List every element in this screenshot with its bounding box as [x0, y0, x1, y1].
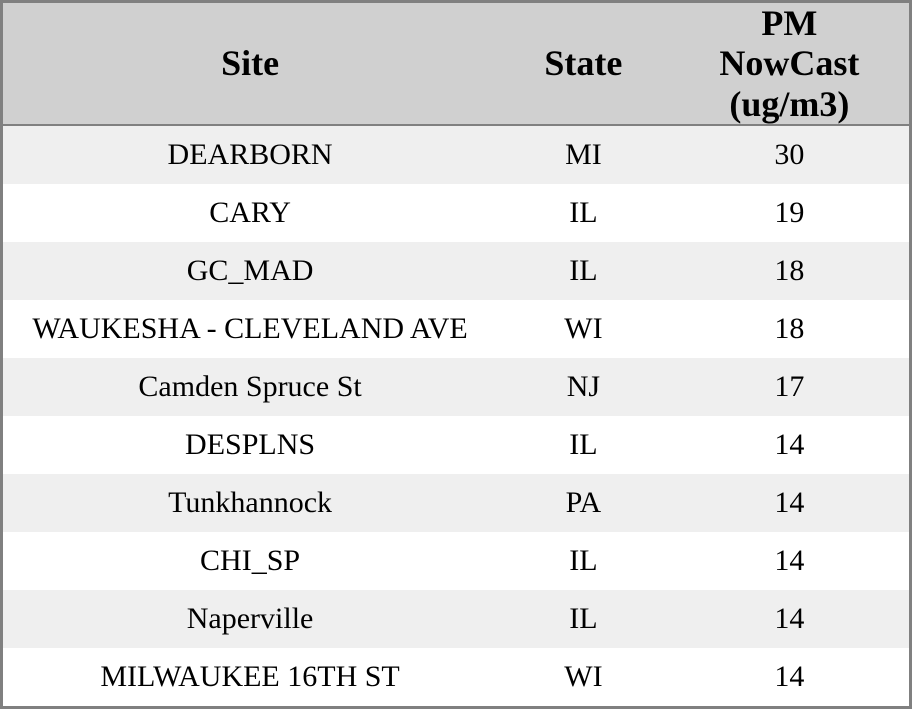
site-cell: Naperville [186, 602, 314, 635]
state-cell: WI [564, 312, 603, 345]
table-row: Tunkhannock PA 14 [1, 474, 911, 532]
site-cell: MILWAUKEE 16TH ST [100, 660, 400, 693]
table-row: DESPLNS IL 14 [1, 416, 911, 474]
pm-value-cell: 30 [774, 138, 805, 171]
table-row: WAUKESHA - CLEVELAND AVE WI 18 [1, 300, 911, 358]
state-cell: IL [569, 428, 598, 461]
table-row: CHI_SP IL 14 [1, 532, 911, 590]
column-header-pm-nowcast: PM NowCast (ug/m3) [669, 1, 911, 126]
table-row: Camden Spruce St NJ 17 [1, 358, 911, 416]
site-cell: WAUKESHA - CLEVELAND AVE [32, 312, 468, 345]
table-row: Naperville IL 14 [1, 590, 911, 648]
pm-value-cell: 19 [774, 196, 805, 229]
site-cell: CHI_SP [200, 544, 301, 577]
header-row: Site State PM NowCast (ug/m3) [1, 1, 911, 126]
state-cell: WI [564, 660, 603, 693]
state-cell: NJ [566, 370, 601, 403]
site-cell: CARY [209, 196, 291, 229]
column-header-site: Site [1, 1, 498, 126]
site-cell: DESPLNS [185, 428, 316, 461]
pm-value-cell: 17 [774, 370, 805, 403]
site-cell: Camden Spruce St [138, 370, 362, 403]
state-cell: IL [569, 544, 598, 577]
site-cell: GC_MAD [186, 254, 314, 287]
column-header-state: State [497, 1, 670, 126]
pm-value-cell: 14 [774, 544, 805, 577]
pm-value-cell: 18 [774, 254, 805, 287]
site-cell: Tunkhannock [168, 486, 333, 519]
pm-value-cell: 18 [774, 312, 805, 345]
table-header: Site State PM NowCast (ug/m3) [1, 1, 911, 126]
table-body: DEARBORN MI 30 CARY IL 19 GC_MAD IL 18 W… [1, 125, 911, 708]
table-row: MILWAUKEE 16TH ST WI 14 [1, 648, 911, 708]
pm-value-cell: 14 [774, 428, 805, 461]
pm-header-label: PM NowCast (ug/m3) [719, 3, 860, 124]
pm-value-cell: 14 [774, 602, 805, 635]
state-cell: PA [565, 486, 602, 519]
table-row: CARY IL 19 [1, 184, 911, 242]
table-row: DEARBORN MI 30 [1, 125, 911, 184]
state-cell: IL [569, 196, 598, 229]
site-cell: DEARBORN [167, 138, 333, 171]
state-cell: IL [569, 602, 598, 635]
table-row: GC_MAD IL 18 [1, 242, 911, 300]
state-cell: IL [569, 254, 598, 287]
pm-value-cell: 14 [774, 486, 805, 519]
state-cell: MI [565, 138, 602, 171]
pm-value-cell: 14 [774, 660, 805, 693]
